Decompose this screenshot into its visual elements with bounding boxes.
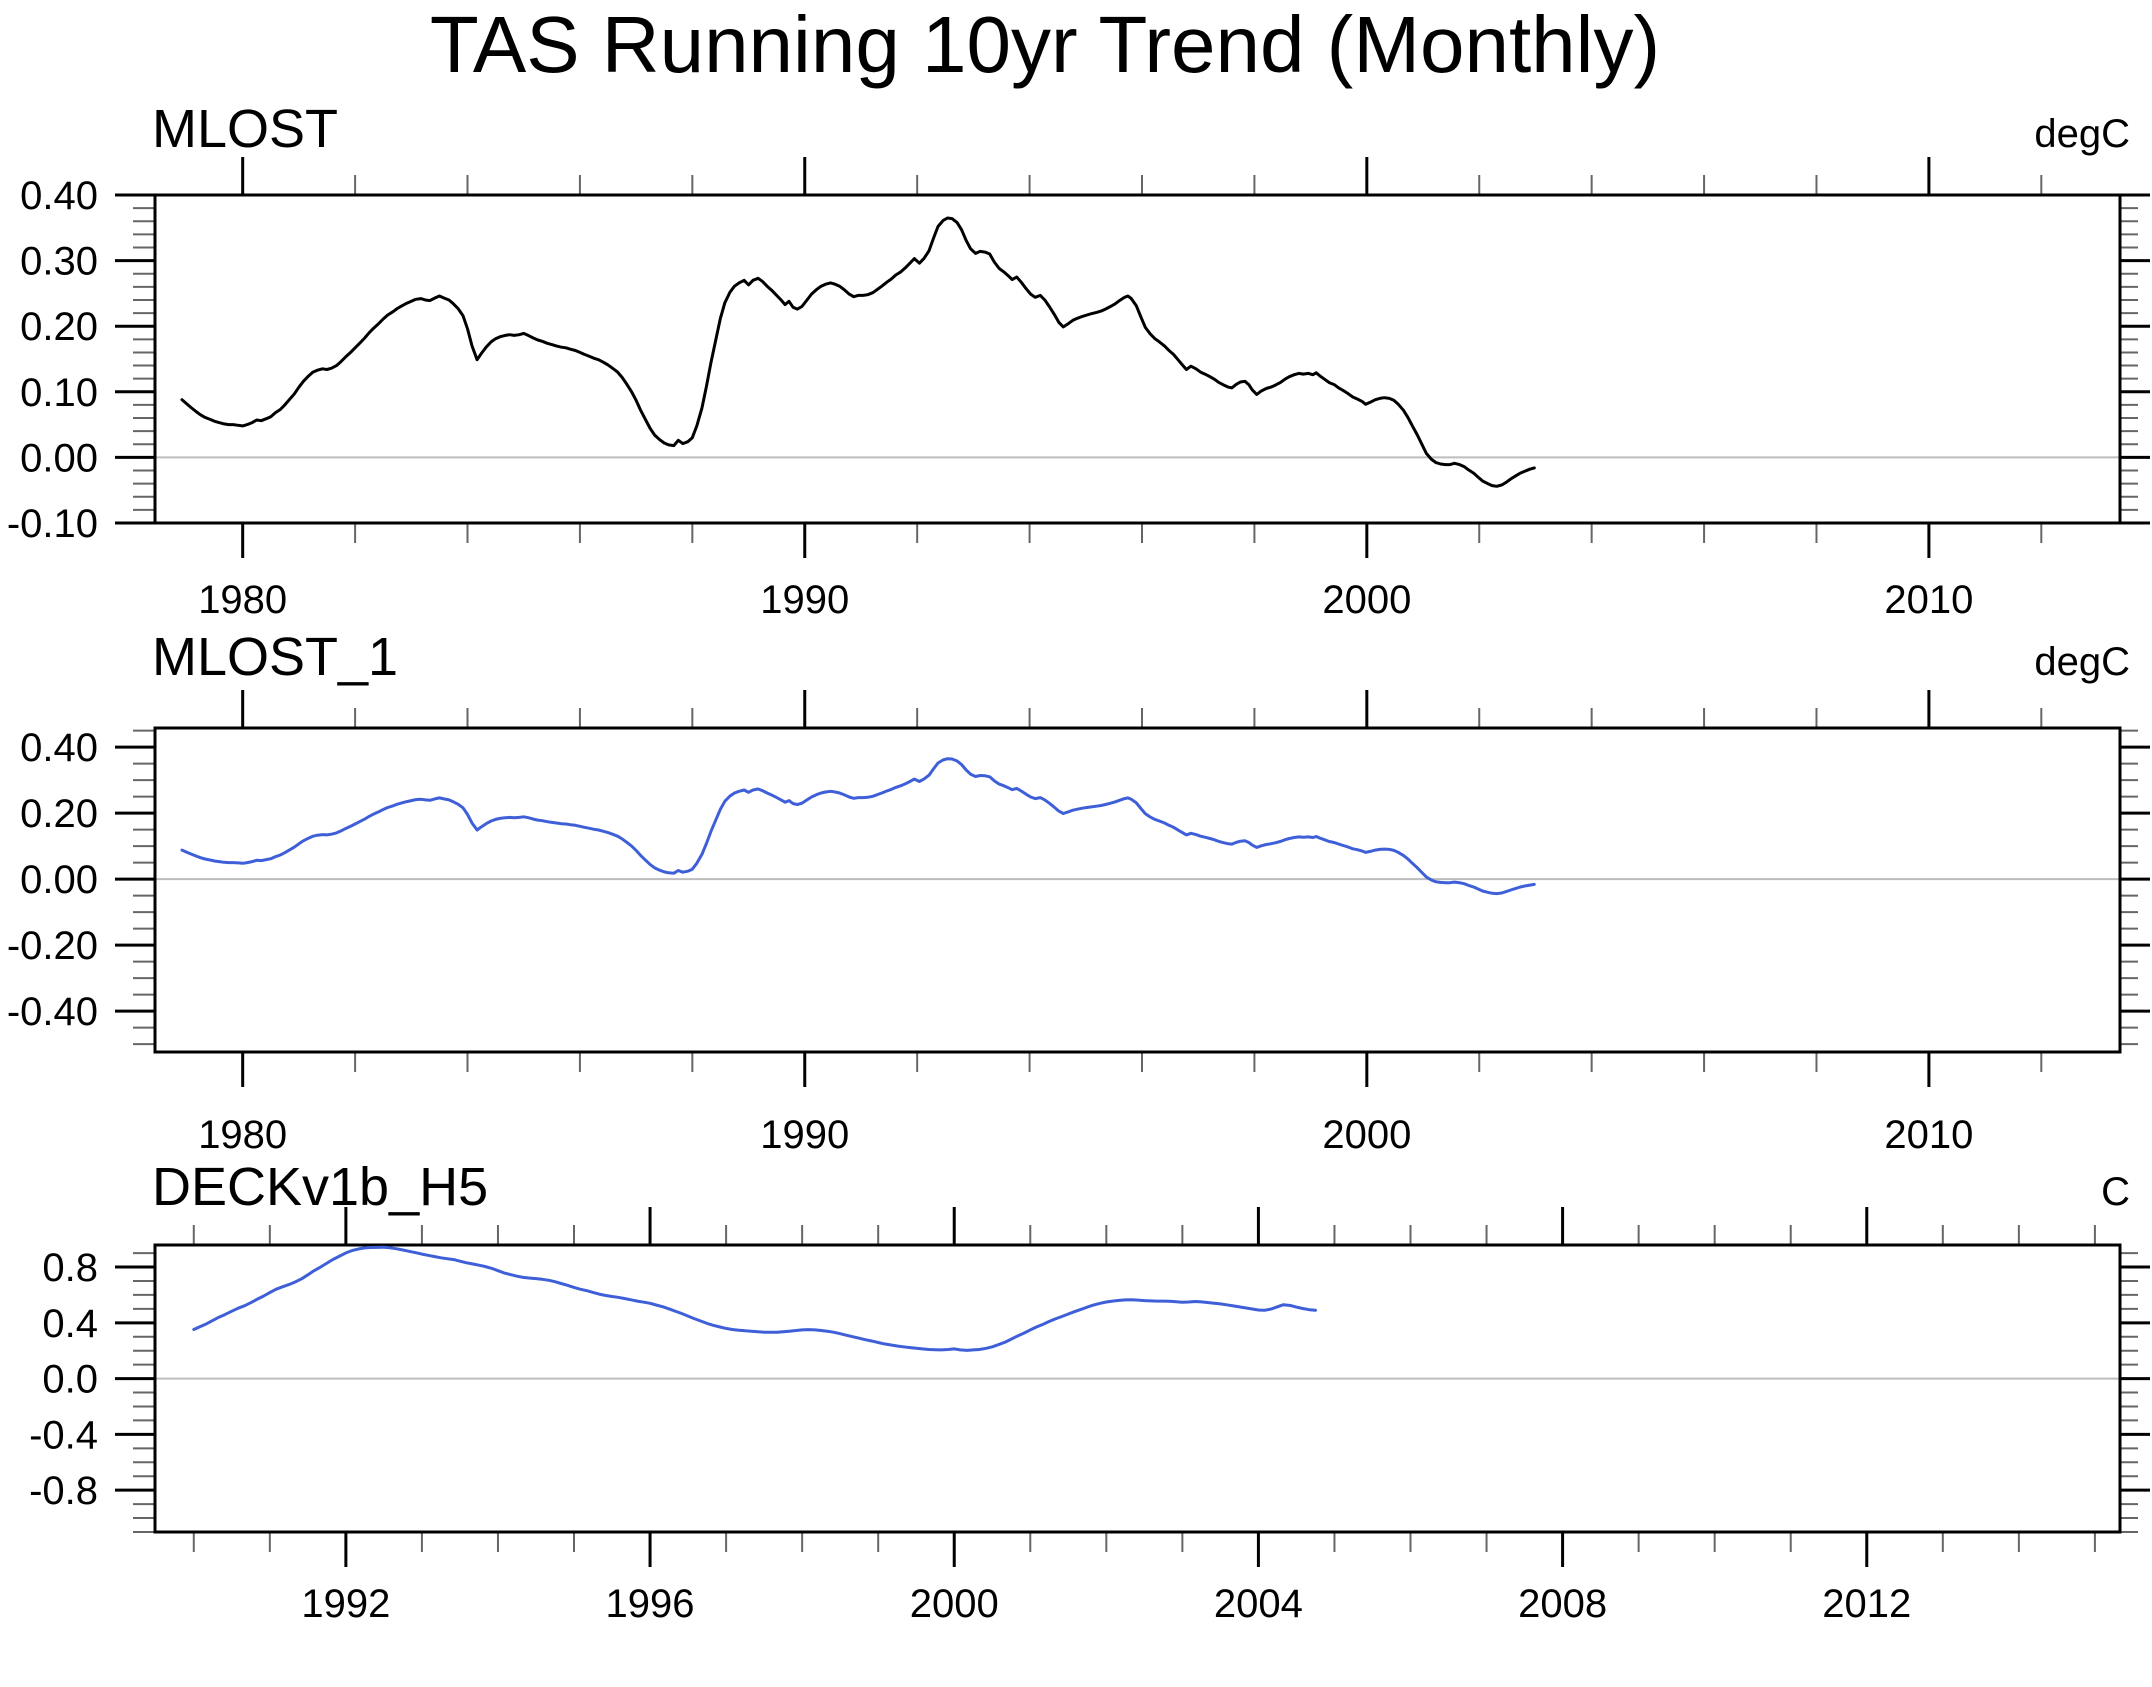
x-tick-label: 1980 [198, 1113, 287, 1157]
y-tick-label: 0.0 [42, 1358, 98, 1402]
x-tick-label: 1990 [760, 1113, 849, 1157]
y-tick-label: 0.20 [20, 792, 98, 836]
x-tick-label: 2008 [1518, 1582, 1607, 1626]
series-line-mlost_1 [180, 757, 1536, 896]
panel-title: MLOST [152, 99, 338, 159]
series-line-mlost [180, 216, 1536, 488]
x-tick-label: 1992 [301, 1582, 390, 1626]
y-tick-label: 0.40 [20, 174, 98, 218]
x-tick-label: 2000 [1322, 578, 1411, 622]
plot-box [153, 1243, 2122, 1534]
chart-title: TAS Running 10yr Trend (Monthly) [430, 0, 1660, 89]
y-tick-label: 0.40 [20, 726, 98, 770]
panel-title: MLOST_1 [152, 627, 398, 687]
x-tick-label: 2010 [1884, 578, 1973, 622]
panel-title: DECKv1b_H5 [152, 1157, 488, 1217]
unit-label: degC [2034, 112, 2130, 156]
x-tick-label: 2012 [1822, 1582, 1911, 1626]
y-tick-label: 0.00 [20, 436, 98, 480]
series-line-deckv1b_h5 [192, 1245, 1317, 1352]
y-tick-label: 0.20 [20, 305, 98, 349]
x-tick-label: 2010 [1884, 1113, 1973, 1157]
y-tick-label: -0.4 [29, 1413, 98, 1457]
y-tick-label: 0.30 [20, 240, 98, 284]
y-tick-label: -0.20 [7, 924, 98, 968]
plot-box [153, 193, 2122, 525]
x-tick-label: 2000 [1322, 1113, 1411, 1157]
x-tick-label: 2000 [910, 1582, 999, 1626]
y-tick-label: -0.40 [7, 990, 98, 1034]
y-tick-label: -0.10 [7, 502, 98, 546]
plot-box [153, 726, 2122, 1054]
y-tick-label: 0.00 [20, 858, 98, 902]
y-tick-label: 0.10 [20, 371, 98, 415]
unit-label: degC [2034, 640, 2130, 684]
x-tick-label: 1996 [606, 1582, 695, 1626]
x-tick-label: 2004 [1214, 1582, 1303, 1626]
unit-label: C [2101, 1170, 2130, 1214]
y-tick-label: 0.8 [42, 1246, 98, 1290]
y-tick-label: 0.4 [42, 1302, 98, 1346]
x-tick-label: 1980 [198, 578, 287, 622]
y-tick-label: -0.8 [29, 1469, 98, 1513]
x-tick-label: 1990 [760, 578, 849, 622]
